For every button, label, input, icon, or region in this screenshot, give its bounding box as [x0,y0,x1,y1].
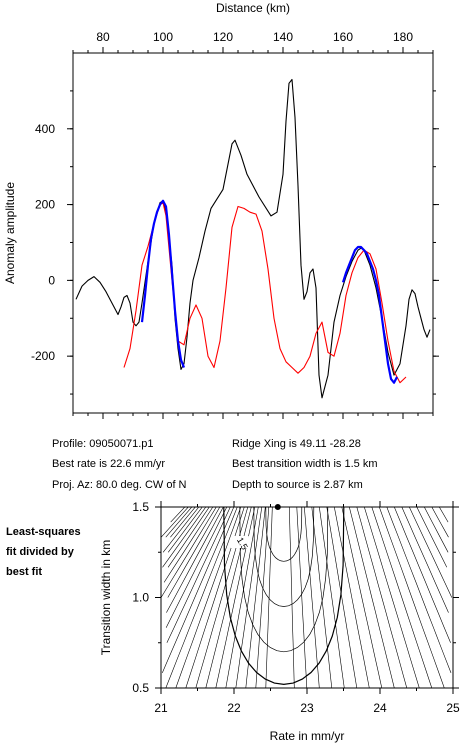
misfit-contour-line [424,506,449,553]
misfit-contour-line [394,506,451,643]
misfit-contour-line [401,506,449,613]
misfit-contour-line [165,506,238,689]
y-tick-label: 1.5 [132,500,149,514]
profile-series-line [75,78,431,399]
misfit-contour-line [170,506,196,538]
misfit-contour-line [162,506,235,674]
anomaly-profile-chart: 80 100 120 140 160 180 -200 0 200 400 Distance (km… [3,1,439,419]
profile-label: Profile: 09050071.p1 [52,438,154,450]
misfit-contour-line [166,506,224,613]
misfit-contour-line [167,506,203,553]
contour-label-background [230,536,249,548]
misfit-contour-line [175,506,242,689]
misfit-caption-line: Least-squares [6,526,81,538]
misfit-contour-line [386,506,452,674]
misfit-contour-line [289,506,295,689]
misfit-contour-line [160,506,189,538]
misfit-contour-line [356,506,408,689]
x-tick-label: 21 [154,701,168,715]
y-axis-title: Transition width in km [99,540,113,656]
misfit-contour-line [225,506,259,689]
x-axis-title: Rate in mm/yr [270,729,345,743]
misfit-contour-line [326,506,358,689]
misfit-contour-line [265,506,273,689]
misfit-contour-line [304,506,320,689]
x-tick-label: 22 [227,701,241,715]
misfit-contour-line [163,506,214,583]
misfit-contour-line [239,506,329,653]
misfit-contour-line [296,506,308,689]
misfit-contour-line [165,506,193,538]
y-tick-label: 1.0 [132,591,149,605]
x-tick-label: 24 [373,701,387,715]
misfit-contour-line [167,506,221,598]
best-rate-label: Best rate is 22.6 mm/yr [52,458,166,470]
y-tick-label: 200 [35,198,55,212]
y-tick-label: -200 [31,349,55,363]
misfit-contour-line [223,506,345,686]
misfit-contour-line [319,506,345,689]
profile-series-line [341,245,398,384]
profile-series-line [123,202,407,384]
profile-series-line [140,199,186,368]
x-tick-label: 80 [96,30,110,44]
x-tick-label: 120 [213,30,233,44]
x-tick-label: 140 [273,30,293,44]
y-tick-label: 0.5 [132,681,149,695]
projection-azimuth-label: Proj. Az: 80.0 deg. CW of N [52,479,187,491]
misfit-contour-line [162,506,200,553]
best-width-label: Best transition width is 1.5 km [232,458,378,470]
misfit-contour-line [170,506,186,523]
misfit-caption-line: best fit [6,566,43,578]
misfit-contour-line [165,506,228,628]
misfit-caption-line: fit divided by [6,546,74,558]
x-tick-label: 23 [300,701,314,715]
misfit-contour-line [416,506,448,568]
misfit-contour-line [311,506,333,689]
misfit-caption: Least-squares fit divided by best fit [6,522,81,582]
misfit-contour-line [255,506,270,689]
misfit-contour-line [341,506,383,689]
misfit-contour-line [166,506,231,643]
x-tick-label: 25 [446,701,460,715]
misfit-contour-line [371,506,433,689]
x-tick-label: 100 [153,30,173,44]
y-tick-label: 0 [48,273,55,287]
misfit-contour-line [253,506,315,607]
x-tick-label: 160 [333,30,353,44]
misfit-contour-line [162,506,207,568]
misfit-contour-line [364,506,420,689]
misfit-contour-line [439,506,449,523]
misfit-contour-line [167,506,210,568]
misfit-contour-line [431,506,449,538]
ridge-crossing-label: Ridge Xing is 49.11 -28.28 [232,438,361,450]
bottom-plot-frame [160,506,454,689]
misfit-contour-line [265,506,303,562]
y-tick-label: 400 [35,122,55,136]
misfit-contour-line [379,506,445,689]
misfit-contour-line [235,506,263,689]
x-tick-label: 180 [393,30,413,44]
x-axis-title: Distance (km) [216,1,290,15]
depth-label: Depth to source is 2.87 km [232,479,363,491]
misfit-contour-line [409,506,453,598]
misfit-contour-line [349,506,395,689]
misfit-contour-line [245,506,266,689]
y-axis-title: Anomaly amplitude [3,182,17,284]
misfit-contour-line [334,506,370,689]
misfit-contour-line [160,506,217,598]
